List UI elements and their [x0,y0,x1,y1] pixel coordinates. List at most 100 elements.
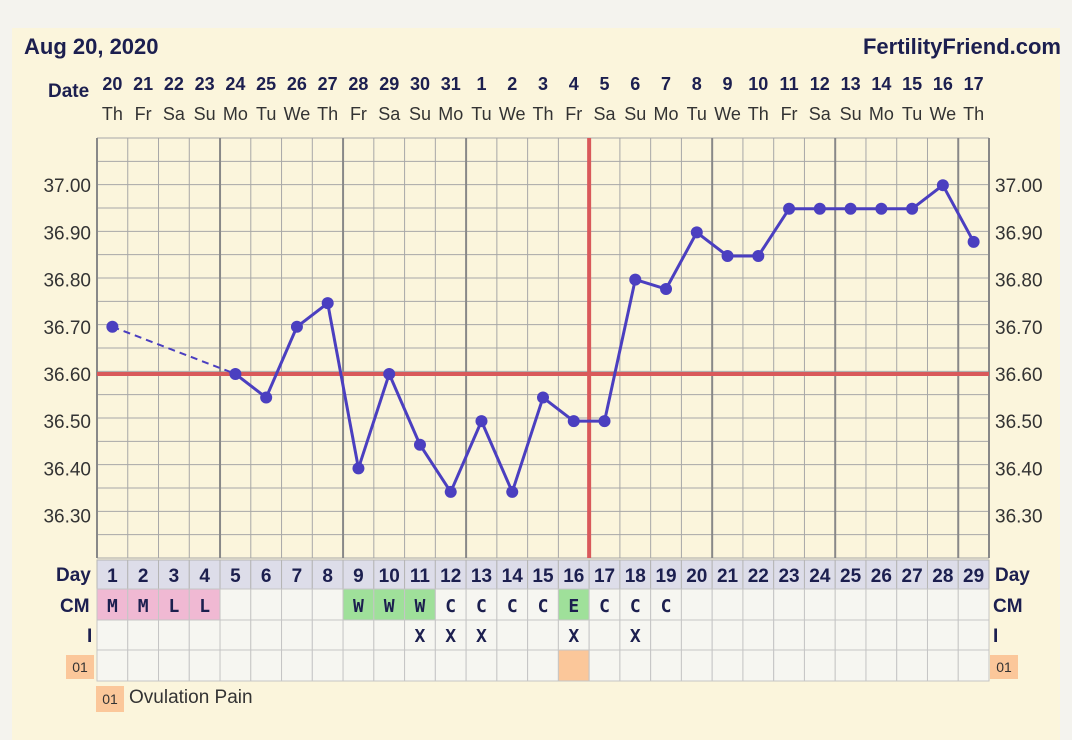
cycle-day-label: 14 [502,566,524,587]
y-tick-label-right: 36.90 [995,223,1043,244]
symptom-cell [311,649,344,682]
series-segment [941,184,975,243]
day-cell [342,559,375,590]
series-segment [326,302,360,469]
date-label: 31 [441,74,461,94]
weekday-label: We [930,104,957,124]
day-cell [96,559,129,590]
temperature-point [444,485,457,498]
temperature-point [352,462,365,475]
intercourse-cell [373,619,406,651]
symptom-cell [896,649,928,682]
cm-cell [896,588,928,621]
day-cell [527,559,559,590]
series-segment [387,373,422,446]
weekday-label: Th [748,104,769,124]
intercourse-cell [619,619,652,651]
date-label: 29 [379,74,399,94]
cm-value: C [476,596,487,617]
weekday-label: We [714,104,741,124]
legend-text: Ovulation Pain [129,687,253,708]
cm-cell [311,588,344,621]
cm-cell [188,588,221,621]
cycle-day-label: 23 [778,566,799,587]
cycle-day-label: 16 [563,566,584,587]
symptom-cell [588,649,621,682]
intercourse-cell [496,619,529,651]
weekday-label: Th [102,104,123,124]
legend-code: 01 [102,691,118,707]
cm-cell [803,588,836,621]
cycle-day-label: 15 [532,566,554,587]
legend-code-badge [96,686,124,712]
intercourse-cell [803,619,836,651]
date-label: 22 [164,74,184,94]
cm-value: C [630,596,641,617]
temperature-point [783,202,796,215]
weekday-label: Sa [594,104,617,124]
temperature-point [598,415,611,428]
day-cell [373,559,406,590]
intercourse-cell [834,619,867,651]
cycle-day-label: 5 [230,566,241,587]
intercourse-mark: X [476,626,487,647]
y-tick-label-right: 36.80 [995,271,1043,292]
cycle-day-label: 11 [410,566,431,587]
cm-cell [742,588,775,621]
cm-value: W [384,596,395,617]
y-tick-label-right: 36.30 [995,507,1043,528]
intercourse-cell [127,619,160,651]
day-cell [158,559,190,590]
day-label-right: Day [995,565,1030,586]
series-segment [510,397,545,493]
weekday-label: Su [840,104,862,124]
cycle-day-label: 22 [748,566,769,587]
series-segment [234,372,268,399]
weekday-label: Sa [163,104,186,124]
series-segment [542,396,575,423]
temperature-point [567,415,580,428]
symptom-cell [96,649,129,682]
series-segment [480,420,514,493]
y-tick-label-left: 36.80 [43,271,91,292]
symptom-cell [742,649,775,682]
cm-cell [834,588,867,621]
cm-cell [711,588,744,621]
cycle-day-label: 1 [107,566,118,587]
weekday-label: Th [532,104,553,124]
symptom-cell [342,649,375,682]
symptom-cell-marked [557,649,590,682]
date-label: 8 [692,74,702,94]
symptom-cell [465,649,498,682]
cycle-day-label: 4 [199,566,210,587]
cm-value: C [445,596,456,617]
temperature-point [752,249,765,262]
day-cell [803,559,836,590]
symptom-cell [219,649,252,682]
series-segment [264,326,299,399]
cycle-day-label: 7 [292,566,303,587]
day-cell [680,559,713,590]
intercourse-cell [434,619,467,651]
y-tick-label-left: 36.90 [43,223,91,244]
date-label: 10 [748,74,768,94]
symptom-cell [957,649,990,682]
cm-cell [926,588,959,621]
series-segment [449,420,483,493]
temperature-point [290,320,303,333]
date-label: 6 [630,74,640,94]
intercourse-cell [711,619,744,651]
temperature-point [690,226,703,239]
cycle-day-label: 10 [379,566,400,587]
day-cell [496,559,529,590]
temperature-point [413,438,426,451]
cycle-day-label: 3 [169,566,180,587]
cm-cell [219,588,252,621]
intercourse-cell [96,619,129,651]
cycle-day-label: 8 [322,566,333,587]
symptom-cell [619,649,652,682]
cycle-day-label: 27 [902,566,923,587]
date-label: 11 [780,74,799,94]
date-label: 16 [933,74,953,94]
intercourse-mark: X [630,626,641,647]
